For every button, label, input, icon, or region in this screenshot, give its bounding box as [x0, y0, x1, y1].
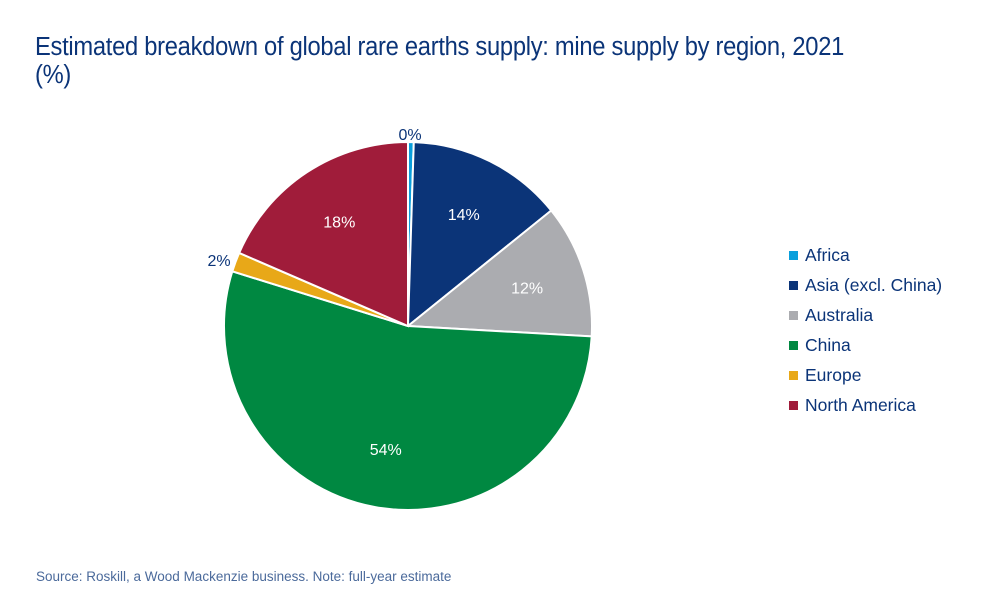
legend-swatch-icon	[789, 340, 798, 350]
pie-slice-australia	[405, 209, 593, 338]
data-label: 18%	[323, 214, 355, 231]
pie-slice-asia-excl-china	[406, 141, 553, 329]
legend-label: Europe	[805, 364, 862, 385]
legend-label: Asia (excl. China)	[805, 274, 943, 295]
legend-item-asia: Asia (excl. China)	[789, 270, 942, 300]
legend-label: China	[805, 334, 851, 355]
legend: Africa Asia (excl. China) Australia Chin…	[789, 240, 942, 420]
data-label: 12%	[511, 281, 543, 298]
legend-label: North America	[805, 394, 916, 415]
data-label: 2%	[207, 253, 230, 270]
legend-swatch-icon	[789, 370, 798, 380]
legend-swatch-icon	[789, 250, 798, 260]
legend-item-europe: Europe	[789, 360, 942, 390]
legend-item-africa: Africa	[789, 240, 942, 270]
legend-swatch-icon	[789, 310, 798, 320]
legend-item-north-america: North America	[789, 390, 942, 420]
source-note: Source: Roskill, a Wood Mackenzie busine…	[36, 569, 452, 584]
legend-label: Africa	[805, 244, 850, 265]
chart-title: Estimated breakdown of global rare earth…	[35, 33, 845, 89]
data-label: 54%	[370, 442, 402, 459]
legend-swatch-icon	[789, 280, 798, 290]
data-label: 0%	[398, 127, 421, 144]
legend-item-china: China	[789, 330, 942, 360]
pie-slice-china	[223, 270, 593, 511]
data-label: 14%	[448, 207, 480, 224]
legend-label: Australia	[805, 304, 874, 325]
legend-swatch-icon	[789, 400, 798, 410]
pie-slice-north-america	[237, 140, 409, 328]
legend-item-australia: Australia	[789, 300, 942, 330]
